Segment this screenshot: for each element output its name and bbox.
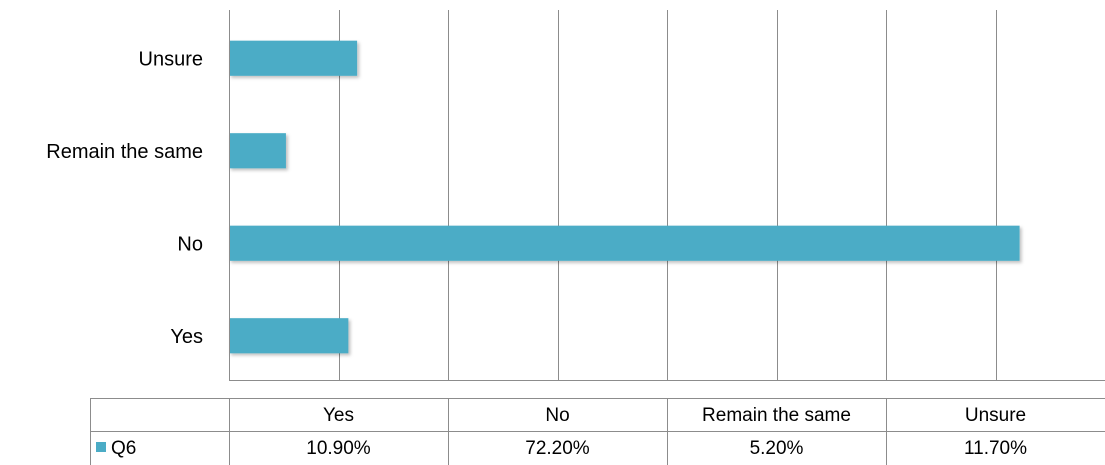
axes — [229, 10, 1105, 381]
category-label: Yes — [170, 326, 203, 348]
category-labels: Yes No Remain the same Unsure — [46, 48, 203, 348]
category-label: No — [177, 233, 203, 255]
table-header-cell: Unsure — [965, 405, 1026, 426]
legend-key-q6 — [96, 442, 106, 452]
category-label: Unsure — [139, 48, 203, 70]
table-header-cell: Yes — [323, 405, 354, 426]
bar-remain-the-same — [229, 133, 286, 169]
table-value-cell: 5.20% — [750, 438, 804, 459]
series-name: Q6 — [111, 438, 136, 459]
bar-unsure — [229, 40, 358, 76]
bar-yes — [229, 318, 349, 354]
bars — [229, 40, 1020, 354]
gridlines — [339, 10, 997, 380]
category-label: Remain the same — [46, 141, 203, 163]
table-value-cell: 72.20% — [525, 438, 590, 459]
table-value-cell: 11.70% — [964, 438, 1027, 459]
table-value-cell: 10.90% — [306, 438, 371, 459]
data-table: Yes No Remain the same Unsure Q6 10.90% 72.20%… — [90, 398, 1105, 465]
table-header-cell: No — [545, 405, 569, 426]
bar-no — [229, 225, 1020, 261]
table-header-cell: Remain the same — [702, 405, 851, 426]
